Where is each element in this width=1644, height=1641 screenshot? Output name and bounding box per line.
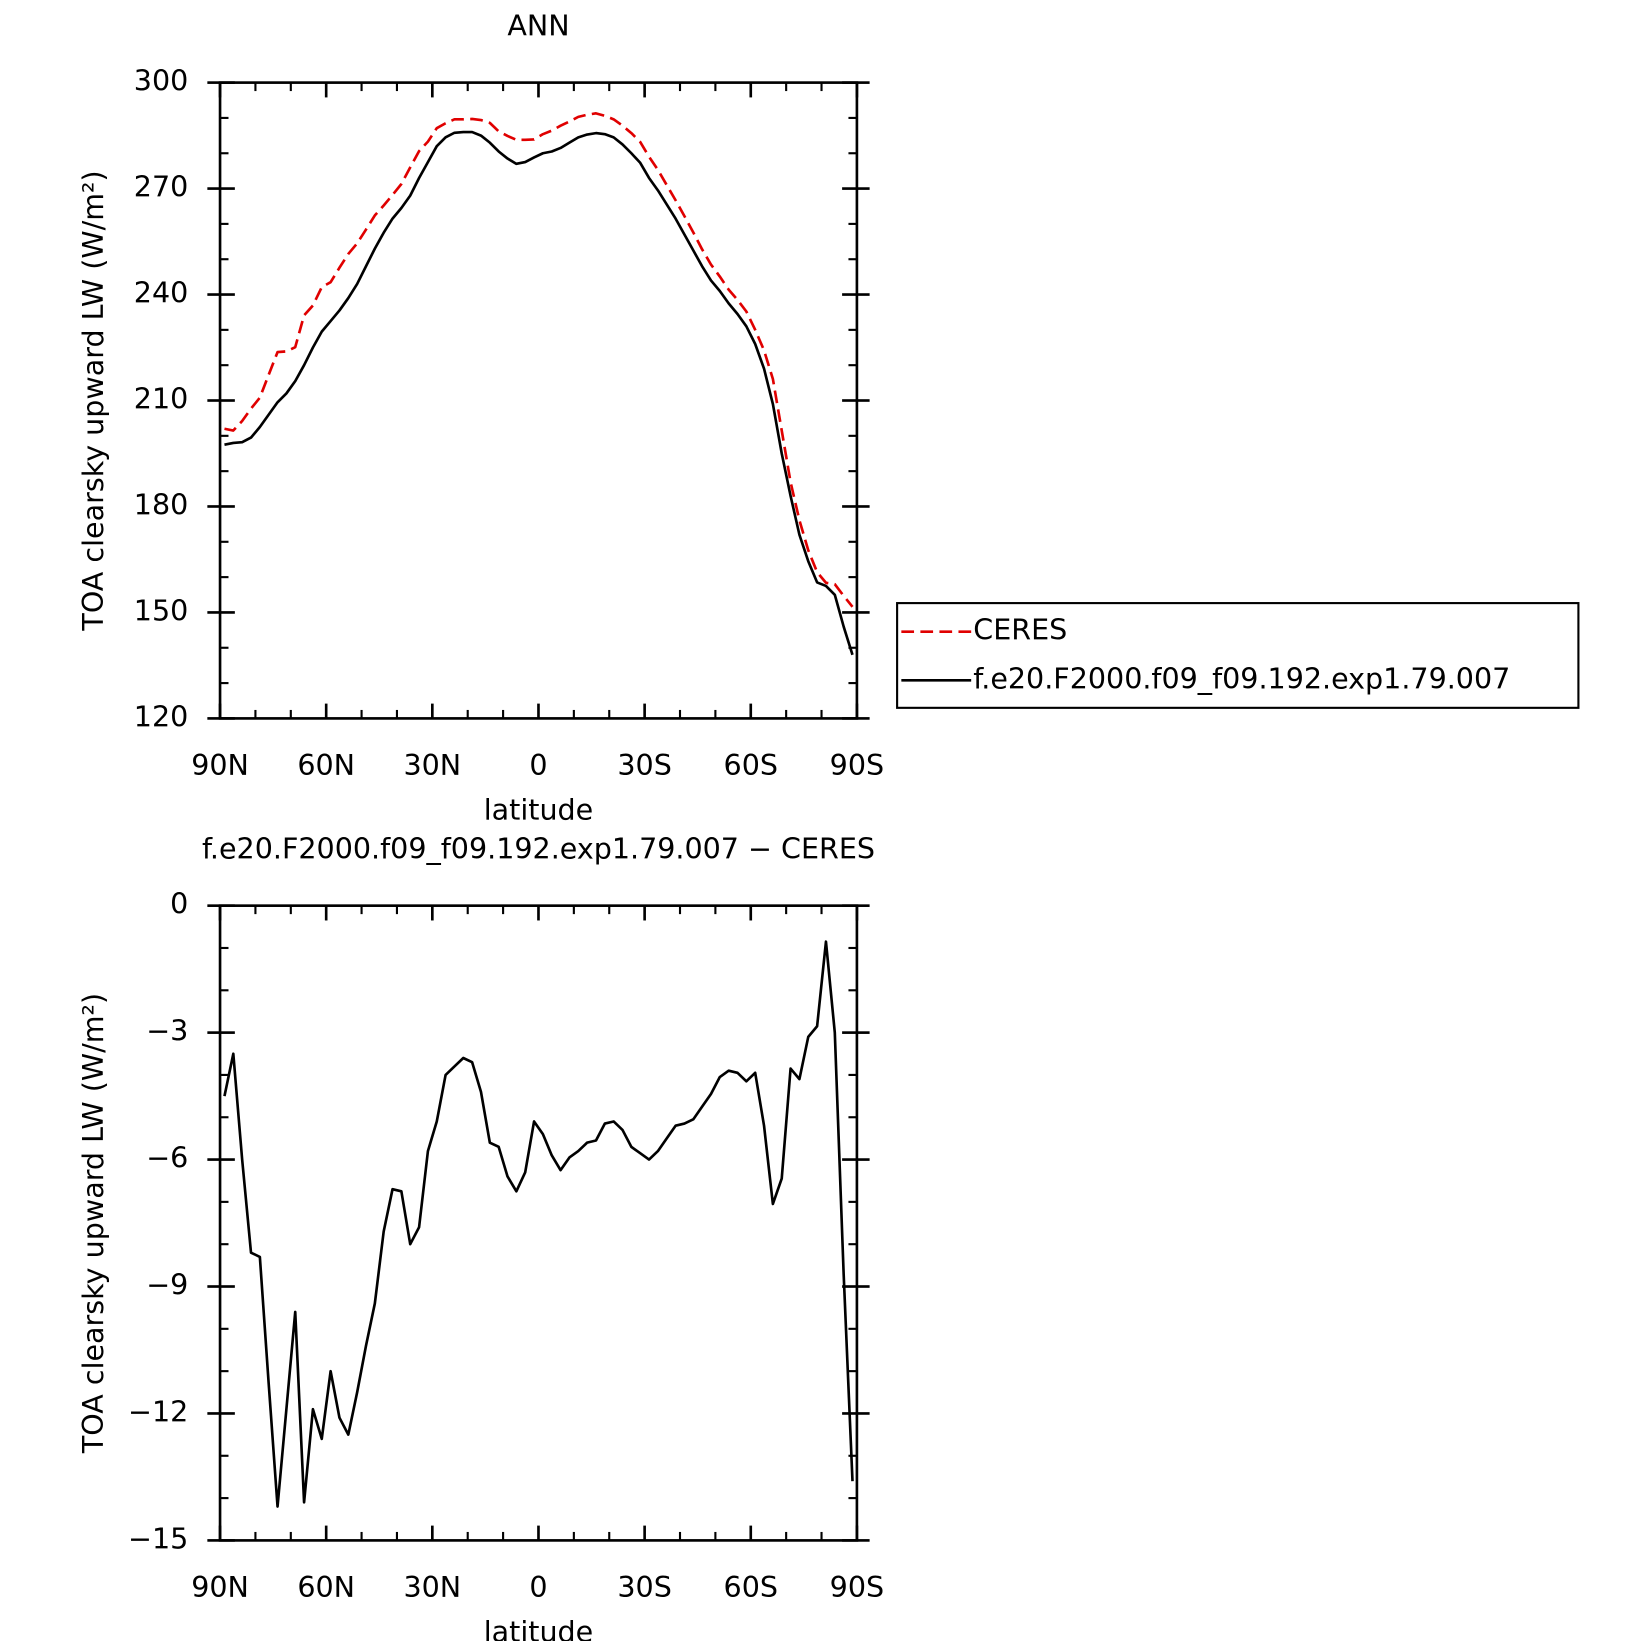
- data-line: [224, 130, 854, 656]
- x-tick-label: 0: [529, 1570, 547, 1604]
- chart-title: f.e20.F2000.f09_f09.192.exp1.79.007 − CE…: [202, 832, 875, 866]
- y-tick-label: −3: [146, 1014, 188, 1048]
- y-tick-label: −9: [146, 1268, 188, 1302]
- x-tick-label: 30N: [403, 1570, 461, 1604]
- legend-label: f.e20.F2000.f09_f09.192.exp1.79.007: [973, 661, 1510, 695]
- y-tick-label: 270: [134, 170, 189, 204]
- data-line: [223, 940, 854, 1508]
- x-tick-label: 90N: [191, 748, 249, 782]
- y-axis-title: TOA clearsky upward LW (W/m²): [76, 993, 110, 1454]
- x-tick-label: 60S: [724, 1570, 778, 1604]
- x-tick-label: 60N: [297, 1570, 355, 1604]
- y-axis-title: TOA clearsky upward LW (W/m²): [76, 170, 110, 631]
- x-axis-title: latitude: [484, 1615, 594, 1641]
- x-tick-label: 0: [529, 748, 547, 782]
- x-tick-label: 90S: [830, 748, 884, 782]
- y-tick-label: −12: [128, 1394, 188, 1428]
- x-tick-label: 60S: [724, 748, 778, 782]
- x-tick-label: 30S: [617, 1570, 671, 1604]
- y-tick-label: 210: [134, 382, 189, 416]
- x-tick-label: 60N: [297, 748, 355, 782]
- y-tick-label: 240: [134, 276, 189, 310]
- data-line: [224, 112, 854, 608]
- plot-frame: [218, 904, 859, 1542]
- x-tick-label: 30N: [403, 748, 461, 782]
- y-tick-label: −15: [128, 1521, 188, 1555]
- legend-label: CERES: [973, 613, 1067, 647]
- y-tick-label: 120: [134, 699, 189, 733]
- legend-box: [896, 602, 1580, 709]
- chart-title: ANN: [507, 9, 569, 43]
- plot-frame: [218, 81, 859, 720]
- y-tick-label: 180: [134, 487, 189, 521]
- x-tick-label: 90N: [191, 1570, 249, 1604]
- y-tick-label: 300: [134, 64, 189, 98]
- y-tick-label: −6: [146, 1141, 188, 1175]
- x-tick-label: 90S: [830, 1570, 884, 1604]
- y-tick-label: 0: [170, 887, 188, 921]
- x-axis-title: latitude: [484, 793, 594, 827]
- x-tick-label: 30S: [617, 748, 671, 782]
- y-tick-label: 150: [134, 593, 189, 627]
